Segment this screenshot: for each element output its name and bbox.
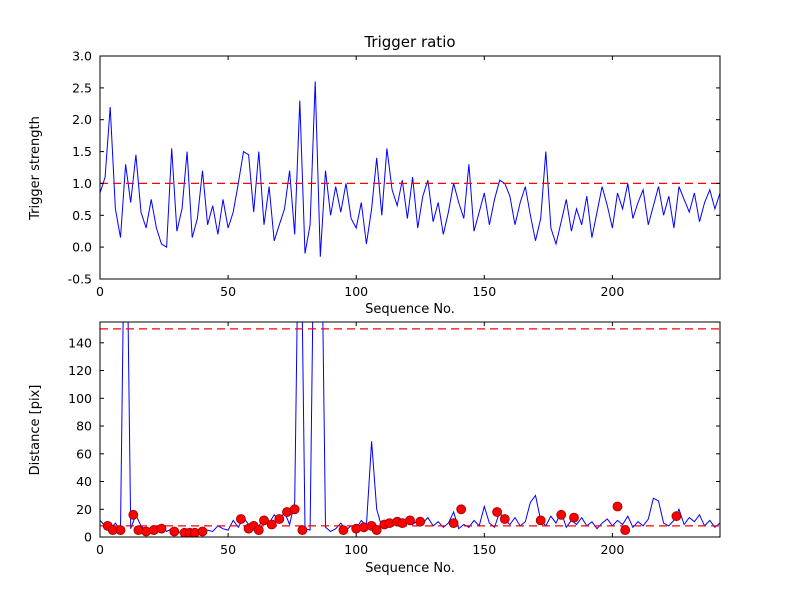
y-tick-label: -0.5 (68, 272, 92, 287)
matched-detections-point (620, 525, 631, 535)
matched-detections-point (405, 515, 415, 526)
y-tick-label: 0.5 (72, 208, 92, 223)
matched-detections-point (289, 504, 300, 515)
matched-detections-point (266, 519, 277, 530)
matched-detections-point (371, 525, 382, 535)
y-tick-label: 1.5 (72, 144, 92, 159)
matched-detections-point (169, 526, 180, 537)
matched-detections-point (128, 509, 139, 520)
axes-frame (99, 55, 721, 280)
matched-detections-point (671, 511, 682, 522)
matched-detections-point (456, 504, 467, 515)
x-tick-label: 100 (344, 284, 368, 299)
matched-detections-point (274, 514, 285, 524)
matched-detections-point (569, 512, 579, 523)
matched-detections-point (235, 514, 246, 524)
top-xaxis-label: Sequence No. (365, 302, 455, 317)
matched-detections-point (115, 525, 126, 535)
plot-background (100, 322, 720, 537)
plot-background (100, 56, 720, 279)
y-tick-label: 120 (68, 363, 92, 378)
y-tick-label: 3.0 (72, 49, 92, 64)
y-tick-label: 140 (68, 335, 92, 350)
x-tick-label: 50 (220, 284, 236, 299)
x-tick-label: 100 (344, 542, 368, 557)
y-tick-label: 1.0 (72, 176, 92, 191)
y-tick-label: 40 (76, 474, 92, 489)
matched-detections-point (556, 509, 567, 520)
bottom-yaxis-label: Distance [pix] (28, 385, 43, 476)
top-yaxis-label: Trigger strength (28, 116, 43, 221)
matched-detections-point (612, 501, 623, 512)
y-tick-label: 2.5 (72, 80, 92, 95)
x-tick-label: 150 (472, 542, 496, 557)
matched-detections-point (259, 515, 269, 526)
y-tick-label: 2.0 (72, 112, 92, 127)
y-tick-label: 80 (76, 419, 92, 434)
y-tick-label: 60 (76, 446, 92, 461)
y-tick-label: 0.0 (72, 240, 92, 255)
bottom-xaxis-label: Sequence No. (365, 561, 455, 576)
matched-detections-point (338, 525, 349, 535)
top-axes-trigger-ratio: 0 50 100 150 200 -0.5 0.0 0.5 1.0 1.5 2.0 2.5 3.0 (68, 49, 721, 299)
y-tick-label: 20 (76, 502, 92, 517)
matched-detections-point (156, 523, 167, 534)
x-tick-label: 150 (472, 284, 496, 299)
matched-detections-point (415, 516, 426, 527)
bottom-axes-distance: 0 50 100 150 200 0 20 40 60 80 100 120 140 (68, 321, 721, 557)
x-tick-label: 200 (600, 284, 624, 299)
trigger-strength-line (100, 81, 720, 257)
matched-detections-point (297, 525, 308, 535)
y-tick-label: 100 (68, 391, 92, 406)
matched-detections-point (253, 525, 264, 535)
x-tick-label: 200 (600, 542, 624, 557)
matched-detections-point (197, 526, 208, 537)
chart-title: Trigger ratio (363, 33, 455, 51)
x-tick-label: 0 (96, 542, 104, 557)
x-tick-label: 50 (220, 542, 236, 557)
matched-detections-point (448, 518, 459, 528)
matched-detections-point (535, 515, 546, 526)
matched-detections-point (499, 514, 510, 524)
axes-frame (99, 321, 721, 538)
matched-detections-point (492, 507, 503, 517)
y-tick-label: 0 (84, 530, 92, 545)
x-tick-label: 0 (96, 284, 104, 299)
